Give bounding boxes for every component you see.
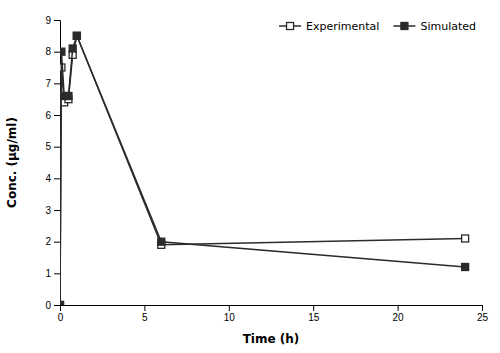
legend-item: Experimental (279, 20, 379, 33)
tick-label: 3 (45, 205, 51, 216)
tick-label: 6 (45, 110, 51, 121)
tick-mark (54, 83, 60, 84)
tick-mark (54, 242, 60, 243)
marker (73, 32, 80, 39)
marker (60, 302, 64, 306)
tick-label: 1 (45, 268, 51, 279)
tick: 15 (308, 305, 320, 323)
tick: 6 (45, 110, 60, 121)
tick: 8 (45, 46, 60, 57)
tick-mark (313, 305, 314, 311)
tick: 9 (45, 15, 60, 26)
y-axis: 0 1 2 3 4 5 6 7 8 9 (45, 15, 60, 311)
legend-marker (401, 23, 408, 30)
tick: 4 (45, 173, 60, 184)
marker (462, 235, 469, 242)
marker (65, 93, 72, 100)
tick-label: 9 (45, 15, 51, 26)
marks (60, 32, 469, 305)
tick-mark (54, 20, 60, 21)
legend-item: Simulated (393, 20, 476, 33)
plot: 0 5 10 15 20 25 0 1 2 3 4 5 6 7 8 9 (45, 15, 488, 323)
tick: 5 (45, 141, 60, 152)
tick-label: 8 (45, 46, 51, 57)
legend-label: Experimental (306, 20, 379, 33)
tick: 3 (45, 205, 60, 216)
tick-label: 0 (45, 300, 51, 311)
axis-line (61, 306, 483, 312)
series-line (60, 36, 465, 305)
legend: Experimental Simulated (279, 20, 476, 33)
tick-label: 15 (308, 312, 320, 323)
marker (158, 238, 165, 245)
tick-mark (54, 273, 60, 274)
x-axis: 0 5 10 15 20 25 (58, 305, 489, 323)
series-line (60, 36, 465, 305)
tick-mark (54, 305, 60, 306)
tick-label: 5 (45, 141, 51, 152)
marker (69, 45, 76, 52)
tick-mark (54, 115, 60, 116)
marker (60, 302, 64, 306)
x-axis-title: Time (h) (243, 332, 300, 346)
tick-label: 10 (224, 312, 236, 323)
marker (60, 48, 65, 55)
tick-label: 0 (58, 312, 64, 323)
tick-label: 5 (142, 312, 148, 323)
tick-mark (398, 305, 399, 311)
tick-mark (482, 305, 483, 311)
tick-mark (54, 147, 60, 148)
tick-label: 7 (45, 78, 51, 89)
axis-line (54, 21, 61, 306)
tick-mark (54, 210, 60, 211)
marker (462, 264, 469, 271)
legend-marker (287, 23, 294, 30)
tick: 20 (393, 305, 405, 323)
tick: 1 (45, 268, 60, 279)
tick: 0 (58, 305, 64, 323)
legend-label: Simulated (420, 20, 476, 33)
marker (73, 32, 80, 39)
tick-label: 4 (45, 173, 51, 184)
tick-mark (144, 305, 145, 311)
tick-mark (229, 305, 230, 311)
tick: 7 (45, 78, 60, 89)
chart: 0 5 10 15 20 25 0 1 2 3 4 5 6 7 8 9 Time (h) Conc. (μg/ml… (0, 0, 500, 353)
tick: 0 (45, 300, 60, 311)
tick-mark (54, 178, 60, 179)
tick: 5 (142, 305, 148, 323)
tick: 10 (224, 305, 236, 323)
tick: 25 (477, 305, 489, 323)
tick-label: 25 (477, 312, 489, 323)
tick-label: 2 (45, 236, 51, 247)
tick-label: 20 (393, 312, 405, 323)
tick: 2 (45, 236, 60, 247)
y-axis-title: Conc. (μg/ml) (5, 117, 19, 208)
tick-mark (54, 52, 60, 53)
